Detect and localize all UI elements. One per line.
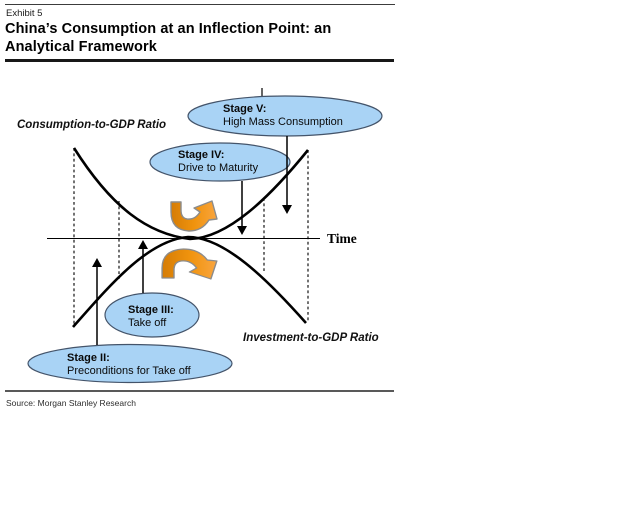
consumption-curve	[72, 147, 310, 241]
inflection-down-arrow-icon	[161, 248, 218, 280]
stage-ii-pointer-arrow	[92, 258, 102, 345]
stage-v-pointer-arrow	[282, 136, 292, 214]
exhibit-label: Exhibit 5	[6, 8, 43, 19]
stage-iv-title: Stage IV:	[178, 149, 224, 161]
page-title: China’s Consumption at an Inflection Poi…	[5, 20, 331, 56]
stage-v-ellipse	[187, 95, 383, 137]
consumption-axis-label: Consumption-to-GDP Ratio	[17, 119, 166, 131]
header-top-rule	[5, 4, 395, 5]
stage-ii-ellipse	[27, 343, 233, 384]
stage-iv-pointer-arrow	[237, 181, 247, 235]
inflection-up-arrow-icon	[170, 200, 218, 232]
page-title-line-1: China’s Consumption at an Inflection Poi…	[5, 21, 332, 37]
footer-rule	[5, 390, 394, 392]
stage-iv-subtitle: Drive to Maturity	[178, 162, 259, 174]
source-note: Source: Morgan Stanley Research	[6, 398, 136, 408]
title-underline-rule	[5, 59, 394, 62]
stage-iii-subtitle: Take off	[128, 317, 167, 329]
stage-iii-title: Stage III:	[128, 304, 174, 316]
stage-v-title: Stage V:	[223, 103, 266, 115]
stage-ii-title: Stage II:	[67, 352, 110, 364]
stage-v-subtitle: High Mass Consumption	[223, 116, 343, 128]
stage-iii-ellipse	[104, 292, 200, 338]
page-title-line-2: Analytical Framework	[5, 39, 157, 55]
stage-ii-subtitle: Preconditions for Take off	[67, 365, 192, 377]
stage-iv-ellipse	[149, 142, 291, 182]
investment-curve	[72, 235, 307, 328]
stage-iii-pointer-arrow	[138, 240, 148, 293]
time-axis-label: Time	[327, 231, 357, 246]
investment-axis-label: Investment-to-GDP Ratio	[243, 332, 379, 344]
